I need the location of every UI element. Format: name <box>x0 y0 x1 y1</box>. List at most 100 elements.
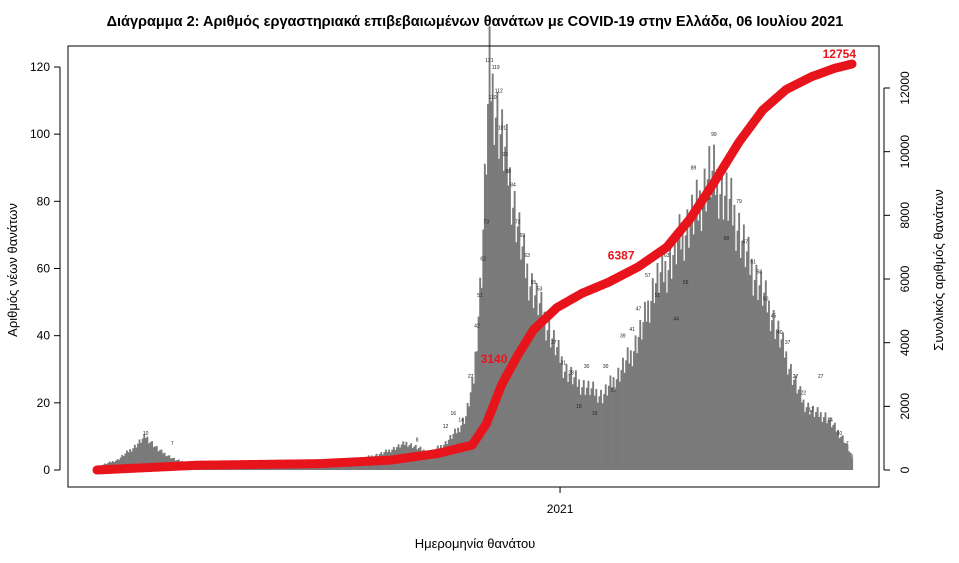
daily-bar <box>758 285 761 470</box>
daily-bar <box>826 423 828 470</box>
daily-bar <box>785 351 788 470</box>
daily-bar <box>488 26 491 470</box>
daily-bar <box>626 347 629 470</box>
daily-bar <box>559 363 562 470</box>
daily-bar <box>581 387 584 470</box>
daily-bar <box>520 259 522 470</box>
bar-value-label: 17 <box>808 407 814 413</box>
daily-bar <box>687 247 690 470</box>
daily-bar <box>532 308 535 470</box>
daily-bar <box>764 280 767 470</box>
daily-bar <box>681 223 684 470</box>
daily-bar <box>705 211 708 470</box>
daily-bar <box>598 396 601 470</box>
bar-value-label: 23 <box>611 387 617 393</box>
daily-bar <box>835 431 838 470</box>
right-axis-tick-label: 6000 <box>898 265 912 292</box>
daily-bar <box>753 279 756 470</box>
daily-bar <box>782 332 785 470</box>
cumulative-value-label: 6387 <box>608 249 635 263</box>
daily-bar <box>669 246 672 470</box>
bar-value-label: 16 <box>592 411 598 417</box>
daily-bar <box>554 355 557 470</box>
daily-bar <box>800 402 803 470</box>
daily-bar <box>640 339 643 470</box>
daily-bar <box>163 452 166 470</box>
daily-bar <box>807 402 810 470</box>
daily-bar <box>700 231 703 470</box>
bar-value-label: 12 <box>443 424 449 430</box>
daily-bar <box>468 406 471 470</box>
bar-value-label: 30 <box>584 364 590 370</box>
bar-value-label: 27 <box>818 374 824 380</box>
daily-bar <box>138 439 141 470</box>
bar-value-label: 37 <box>785 340 791 346</box>
daily-bar <box>661 251 664 470</box>
daily-bar <box>592 381 595 470</box>
daily-bar <box>490 101 493 470</box>
daily-bar <box>702 200 704 471</box>
daily-bar <box>132 448 135 470</box>
daily-bar <box>615 379 618 470</box>
daily-bar <box>727 220 730 470</box>
daily-bar <box>848 451 850 470</box>
daily-bar <box>557 339 560 470</box>
daily-bar <box>691 194 693 470</box>
daily-bar <box>146 436 149 470</box>
right-axis-tick-label: 2000 <box>898 393 912 420</box>
daily-bar <box>772 310 775 470</box>
daily-bar <box>433 451 436 470</box>
daily-bar <box>476 351 478 470</box>
daily-bar <box>483 163 486 470</box>
daily-bar <box>708 146 711 470</box>
bar-value-label: 73 <box>484 219 490 225</box>
daily-bar <box>837 429 839 470</box>
cumulative-value-label: 3140 <box>481 352 508 366</box>
daily-bar <box>760 271 763 470</box>
daily-bar <box>152 447 155 470</box>
daily-bar <box>480 287 483 470</box>
daily-bar <box>614 390 617 470</box>
daily-bar <box>513 190 516 471</box>
daily-bar <box>683 260 686 470</box>
bar-value-label: 37 <box>551 340 557 346</box>
daily-bar <box>728 198 731 470</box>
daily-bar <box>815 412 817 470</box>
daily-bar <box>697 220 700 470</box>
daily-bar <box>537 315 540 470</box>
daily-bar <box>424 453 427 470</box>
daily-bar <box>625 360 628 470</box>
daily-bar <box>689 221 692 470</box>
daily-bar <box>639 320 642 470</box>
daily-bar <box>435 448 438 470</box>
daily-bar <box>574 370 577 470</box>
daily-bar <box>695 179 698 470</box>
daily-bar <box>843 442 846 470</box>
daily-bar <box>794 375 797 470</box>
daily-bar <box>672 255 675 470</box>
daily-bar <box>744 266 747 470</box>
daily-bar <box>706 179 709 470</box>
daily-bar <box>790 364 792 470</box>
daily-bar <box>148 443 150 470</box>
daily-bar <box>502 170 505 470</box>
daily-bar <box>629 350 632 470</box>
daily-bar <box>746 251 748 470</box>
daily-bar <box>678 214 681 470</box>
daily-bar <box>491 73 494 470</box>
daily-bar <box>722 219 725 470</box>
daily-bar <box>425 452 428 470</box>
daily-bar <box>749 274 752 470</box>
daily-bar <box>713 144 715 470</box>
bar-value-label: 10 <box>837 431 843 437</box>
daily-bar <box>421 450 423 470</box>
daily-bar <box>780 339 783 470</box>
daily-bar <box>709 197 712 471</box>
daily-bar <box>126 450 128 470</box>
daily-bar <box>716 169 719 470</box>
bar-value-label: 50 <box>763 297 769 303</box>
bar-value-label: 27 <box>468 374 474 380</box>
x-axis-label: Ημερομηνία θανάτου <box>415 536 536 551</box>
left-axis-tick-label: 0 <box>43 463 50 477</box>
daily-bar <box>133 444 136 470</box>
